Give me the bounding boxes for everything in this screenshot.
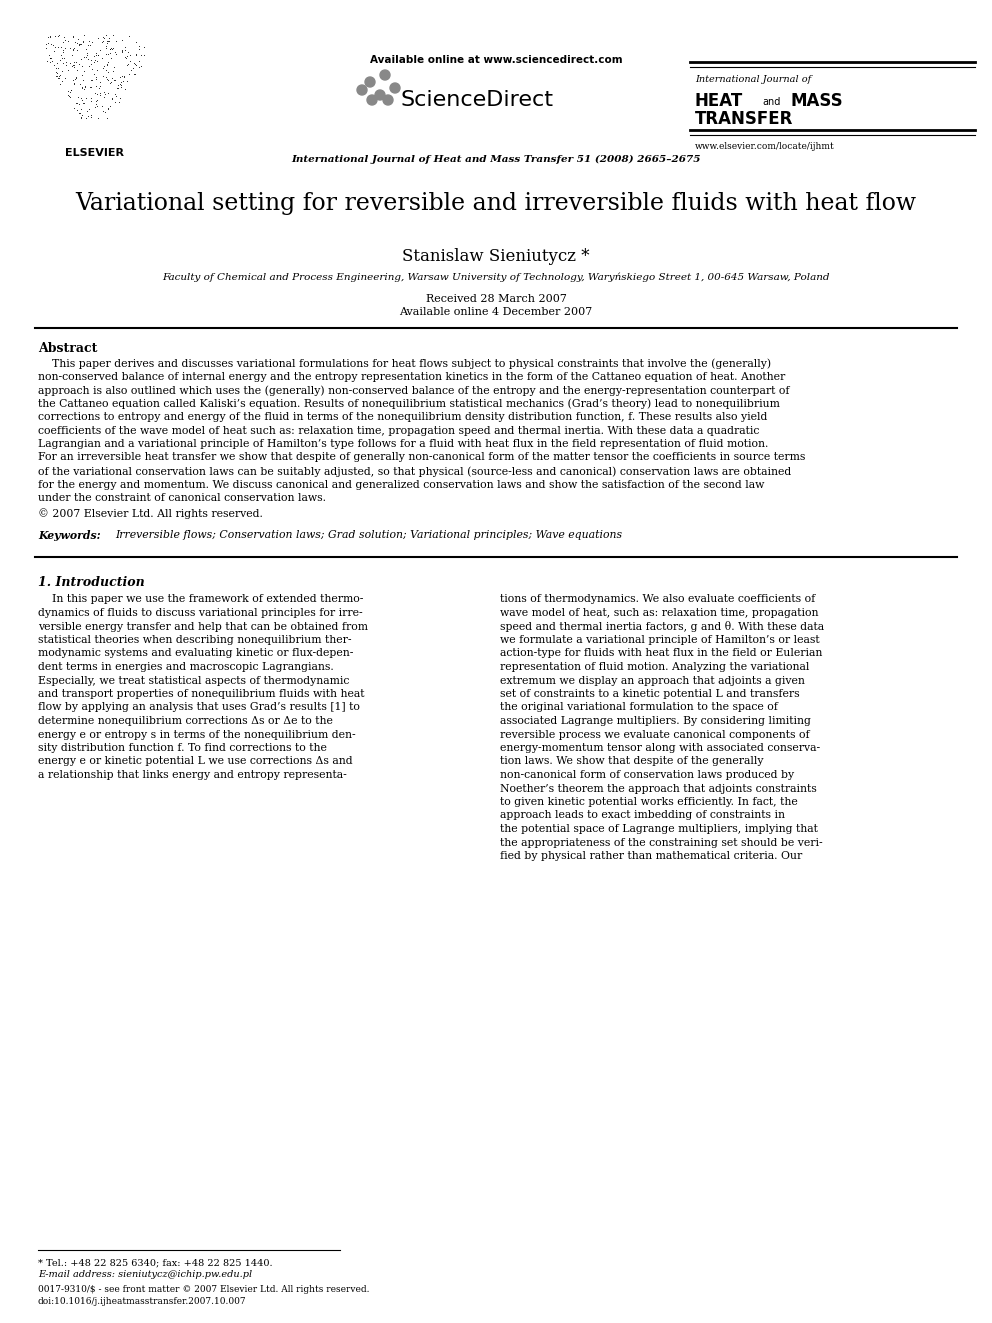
Text: dynamics of fluids to discuss variational principles for irre-: dynamics of fluids to discuss variationa… [38, 609, 363, 618]
Circle shape [365, 77, 375, 87]
Text: This paper derives and discusses variational formulations for heat flows subject: This paper derives and discusses variati… [38, 359, 771, 369]
Text: International Journal of: International Journal of [695, 75, 811, 83]
Text: Lagrangian and a variational principle of Hamilton’s type follows for a fluid wi: Lagrangian and a variational principle o… [38, 439, 769, 448]
Text: to given kinetic potential works efficiently. In fact, the: to given kinetic potential works efficie… [500, 796, 798, 807]
Text: International Journal of Heat and Mass Transfer 51 (2008) 2665–2675: International Journal of Heat and Mass T… [292, 155, 700, 164]
Text: tion laws. We show that despite of the generally: tion laws. We show that despite of the g… [500, 757, 764, 766]
Text: Noether’s theorem the approach that adjoints constraints: Noether’s theorem the approach that adjo… [500, 783, 816, 794]
Text: under the constraint of canonical conservation laws.: under the constraint of canonical conser… [38, 493, 326, 503]
Circle shape [383, 95, 393, 105]
Text: energy e or kinetic potential L we use corrections Δs and: energy e or kinetic potential L we use c… [38, 757, 352, 766]
Text: energy-momentum tensor along with associated conserva-: energy-momentum tensor along with associ… [500, 744, 820, 753]
Text: and transport properties of nonequilibrium fluids with heat: and transport properties of nonequilibri… [38, 689, 364, 699]
Text: approach is also outlined which uses the (generally) non-conserved balance of th: approach is also outlined which uses the… [38, 385, 790, 396]
Text: a relationship that links energy and entropy representa-: a relationship that links energy and ent… [38, 770, 347, 781]
Text: Stanislaw Sieniutycz *: Stanislaw Sieniutycz * [402, 247, 590, 265]
Text: energy e or entropy s in terms of the nonequilibrium den-: energy e or entropy s in terms of the no… [38, 729, 355, 740]
Text: ScienceDirect: ScienceDirect [400, 90, 553, 110]
Text: the Cattaneo equation called Kaliski’s equation. Results of nonequilibrium stati: the Cattaneo equation called Kaliski’s e… [38, 398, 780, 409]
Text: approach leads to exact imbedding of constraints in: approach leads to exact imbedding of con… [500, 811, 785, 820]
Circle shape [367, 95, 377, 105]
Text: Available online 4 December 2007: Available online 4 December 2007 [400, 307, 592, 318]
Text: Irreversible flows; Conservation laws; Grad solution; Variational principles; Wa: Irreversible flows; Conservation laws; G… [115, 531, 622, 540]
Text: modynamic systems and evaluating kinetic or flux-depen-: modynamic systems and evaluating kinetic… [38, 648, 353, 659]
Text: HEAT: HEAT [695, 93, 743, 110]
Text: In this paper we use the framework of extended thermo-: In this paper we use the framework of ex… [38, 594, 363, 605]
Text: the original variational formulation to the space of: the original variational formulation to … [500, 703, 778, 713]
Text: Especially, we treat statistical aspects of thermodynamic: Especially, we treat statistical aspects… [38, 676, 349, 685]
Text: tions of thermodynamics. We also evaluate coefficients of: tions of thermodynamics. We also evaluat… [500, 594, 815, 605]
Text: reversible process we evaluate canonical components of: reversible process we evaluate canonical… [500, 729, 809, 740]
Text: Faculty of Chemical and Process Engineering, Warsaw University of Technology, Wa: Faculty of Chemical and Process Engineer… [163, 273, 829, 283]
Text: speed and thermal inertia factors, g and θ. With these data: speed and thermal inertia factors, g and… [500, 622, 824, 632]
Text: sity distribution function f. To find corrections to the: sity distribution function f. To find co… [38, 744, 327, 753]
Text: corrections to entropy and energy of the fluid in terms of the nonequilibrium de: corrections to entropy and energy of the… [38, 411, 768, 422]
Text: For an irreversible heat transfer we show that despite of generally non-canonica: For an irreversible heat transfer we sho… [38, 452, 806, 463]
Text: coefficients of the wave model of heat such as: relaxation time, propagation spe: coefficients of the wave model of heat s… [38, 426, 759, 435]
Text: dent terms in energies and macroscopic Lagrangians.: dent terms in energies and macroscopic L… [38, 662, 333, 672]
Text: Variational setting for reversible and irreversible fluids with heat flow: Variational setting for reversible and i… [75, 192, 917, 216]
Text: non-conserved balance of internal energy and the entropy representation kinetics: non-conserved balance of internal energy… [38, 372, 786, 381]
Text: for the energy and momentum. We discuss canonical and generalized conservation l: for the energy and momentum. We discuss … [38, 479, 765, 490]
Text: 0017-9310/$ - see front matter © 2007 Elsevier Ltd. All rights reserved.: 0017-9310/$ - see front matter © 2007 El… [38, 1285, 369, 1294]
Text: non-canonical form of conservation laws produced by: non-canonical form of conservation laws … [500, 770, 795, 781]
Text: we formulate a variational principle of Hamilton’s or least: we formulate a variational principle of … [500, 635, 819, 646]
Text: Available online at www.sciencedirect.com: Available online at www.sciencedirect.co… [370, 56, 622, 65]
Text: MASS: MASS [790, 93, 842, 110]
Text: versible energy transfer and help that can be obtained from: versible energy transfer and help that c… [38, 622, 368, 631]
Text: action-type for fluids with heat flux in the field or Eulerian: action-type for fluids with heat flux in… [500, 648, 822, 659]
Circle shape [357, 85, 367, 95]
Circle shape [375, 90, 385, 101]
Text: set of constraints to a kinetic potential L and transfers: set of constraints to a kinetic potentia… [500, 689, 800, 699]
Text: Keywords:: Keywords: [38, 531, 100, 541]
Text: E-mail address: sieniutycz@ichip.pw.edu.pl: E-mail address: sieniutycz@ichip.pw.edu.… [38, 1270, 252, 1279]
Text: TRANSFER: TRANSFER [695, 110, 794, 128]
Text: © 2007 Elsevier Ltd. All rights reserved.: © 2007 Elsevier Ltd. All rights reserved… [38, 508, 263, 520]
Text: 1. Introduction: 1. Introduction [38, 577, 145, 590]
Text: www.elsevier.com/locate/ijhmt: www.elsevier.com/locate/ijhmt [695, 142, 834, 151]
Text: * Tel.: +48 22 825 6340; fax: +48 22 825 1440.: * Tel.: +48 22 825 6340; fax: +48 22 825… [38, 1258, 273, 1267]
Text: wave model of heat, such as: relaxation time, propagation: wave model of heat, such as: relaxation … [500, 609, 818, 618]
Text: extremum we display an approach that adjoints a given: extremum we display an approach that adj… [500, 676, 805, 685]
Circle shape [390, 83, 400, 93]
Text: statistical theories when describing nonequilibrium ther-: statistical theories when describing non… [38, 635, 351, 646]
Text: flow by applying an analysis that uses Grad’s results [1] to: flow by applying an analysis that uses G… [38, 703, 360, 713]
Text: the appropriateness of the constraining set should be veri-: the appropriateness of the constraining … [500, 837, 822, 848]
Text: the potential space of Lagrange multipliers, implying that: the potential space of Lagrange multipli… [500, 824, 817, 833]
Text: Abstract: Abstract [38, 343, 97, 355]
Text: ELSEVIER: ELSEVIER [65, 148, 125, 157]
Circle shape [380, 70, 390, 79]
Text: and: and [762, 97, 781, 107]
Text: associated Lagrange multipliers. By considering limiting: associated Lagrange multipliers. By cons… [500, 716, 810, 726]
Text: representation of fluid motion. Analyzing the variational: representation of fluid motion. Analyzin… [500, 662, 809, 672]
Text: of the variational conservation laws can be suitably adjusted, so that physical : of the variational conservation laws can… [38, 466, 792, 476]
Text: Received 28 March 2007: Received 28 March 2007 [426, 294, 566, 304]
Text: fied by physical rather than mathematical criteria. Our: fied by physical rather than mathematica… [500, 851, 803, 861]
Text: doi:10.1016/j.ijheatmasstransfer.2007.10.007: doi:10.1016/j.ijheatmasstransfer.2007.10… [38, 1297, 247, 1306]
Text: determine nonequilibrium corrections Δs or Δe to the: determine nonequilibrium corrections Δs … [38, 716, 333, 726]
